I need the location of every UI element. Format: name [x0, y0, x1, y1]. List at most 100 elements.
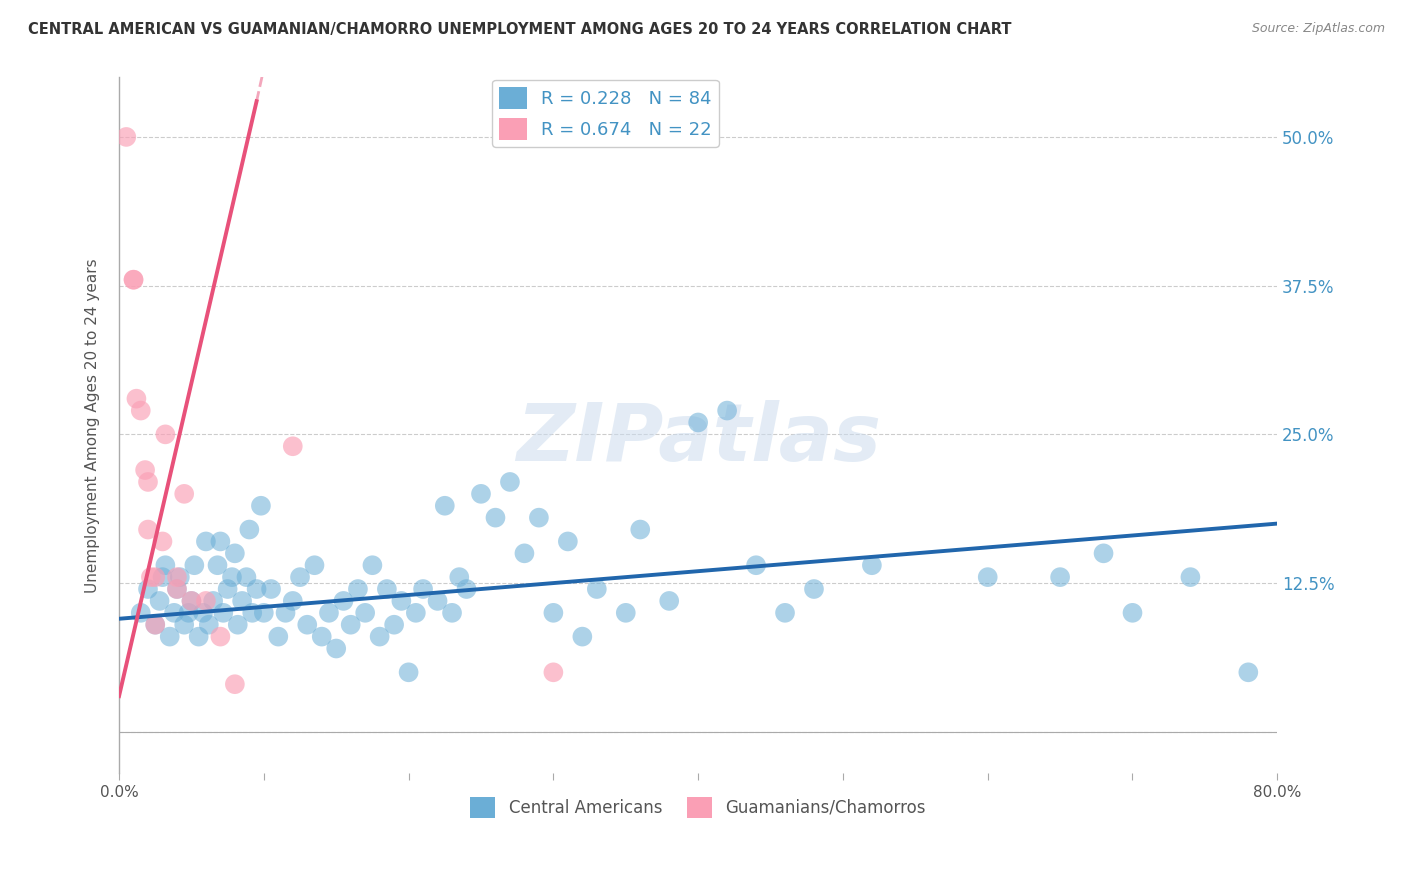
Point	[194, 534, 217, 549]
Point	[499, 475, 522, 489]
Point	[217, 582, 239, 596]
Point	[180, 594, 202, 608]
Point	[125, 392, 148, 406]
Point	[115, 130, 138, 145]
Point	[368, 630, 391, 644]
Point	[235, 570, 257, 584]
Point	[412, 582, 434, 596]
Point	[122, 273, 145, 287]
Point	[339, 617, 361, 632]
Point	[136, 582, 159, 596]
Point	[375, 582, 398, 596]
Point	[191, 606, 214, 620]
Point	[166, 582, 188, 596]
Point	[152, 570, 174, 584]
Point	[173, 617, 195, 632]
Text: ZIPatlas: ZIPatlas	[516, 401, 880, 478]
Point	[221, 570, 243, 584]
Point	[152, 534, 174, 549]
Point	[405, 606, 427, 620]
Point	[398, 665, 420, 680]
Point	[745, 558, 768, 573]
Point	[441, 606, 464, 620]
Point	[470, 487, 492, 501]
Point	[231, 594, 253, 608]
Point	[803, 582, 825, 596]
Point	[773, 606, 796, 620]
Point	[585, 582, 607, 596]
Text: Source: ZipAtlas.com: Source: ZipAtlas.com	[1251, 22, 1385, 36]
Point	[155, 558, 177, 573]
Point	[129, 606, 152, 620]
Point	[209, 534, 232, 549]
Point	[614, 606, 637, 620]
Point	[1092, 546, 1115, 560]
Point	[658, 594, 681, 608]
Point	[183, 558, 205, 573]
Point	[274, 606, 297, 620]
Point	[716, 403, 738, 417]
Point	[267, 630, 290, 644]
Point	[224, 546, 246, 560]
Point	[304, 558, 326, 573]
Point	[1121, 606, 1143, 620]
Point	[288, 570, 311, 584]
Point	[224, 677, 246, 691]
Point	[557, 534, 579, 549]
Point	[202, 594, 225, 608]
Point	[484, 510, 506, 524]
Point	[1237, 665, 1260, 680]
Point	[571, 630, 593, 644]
Point	[139, 570, 162, 584]
Point	[281, 594, 304, 608]
Point	[260, 582, 283, 596]
Point	[253, 606, 276, 620]
Point	[382, 617, 405, 632]
Point	[136, 475, 159, 489]
Point	[311, 630, 333, 644]
Point	[163, 606, 186, 620]
Point	[1049, 570, 1071, 584]
Point	[977, 570, 1000, 584]
Point	[456, 582, 478, 596]
Point	[136, 523, 159, 537]
Point	[143, 617, 166, 632]
Point	[198, 617, 221, 632]
Point	[238, 523, 260, 537]
Point	[207, 558, 229, 573]
Point	[166, 570, 188, 584]
Text: CENTRAL AMERICAN VS GUAMANIAN/CHAMORRO UNEMPLOYMENT AMONG AGES 20 TO 24 YEARS CO: CENTRAL AMERICAN VS GUAMANIAN/CHAMORRO U…	[28, 22, 1012, 37]
Y-axis label: Unemployment Among Ages 20 to 24 years: Unemployment Among Ages 20 to 24 years	[86, 258, 100, 593]
Point	[149, 594, 172, 608]
Point	[240, 606, 263, 620]
Point	[155, 427, 177, 442]
Point	[159, 630, 181, 644]
Point	[433, 499, 456, 513]
Point	[122, 273, 145, 287]
Point	[194, 594, 217, 608]
Point	[226, 617, 249, 632]
Point	[332, 594, 354, 608]
Point	[543, 665, 565, 680]
Point	[209, 630, 232, 644]
Point	[177, 606, 200, 620]
Point	[143, 570, 166, 584]
Point	[543, 606, 565, 620]
Point	[173, 487, 195, 501]
Point	[212, 606, 235, 620]
Point	[1180, 570, 1202, 584]
Point	[250, 499, 273, 513]
Point	[180, 594, 202, 608]
Point	[449, 570, 471, 584]
Point	[166, 582, 188, 596]
Point	[143, 617, 166, 632]
Legend: Central Americans, Guamanians/Chamorros: Central Americans, Guamanians/Chamorros	[464, 790, 932, 824]
Point	[389, 594, 412, 608]
Point	[347, 582, 370, 596]
Point	[169, 570, 191, 584]
Point	[426, 594, 449, 608]
Point	[361, 558, 384, 573]
Point	[297, 617, 319, 632]
Point	[527, 510, 550, 524]
Point	[628, 523, 651, 537]
